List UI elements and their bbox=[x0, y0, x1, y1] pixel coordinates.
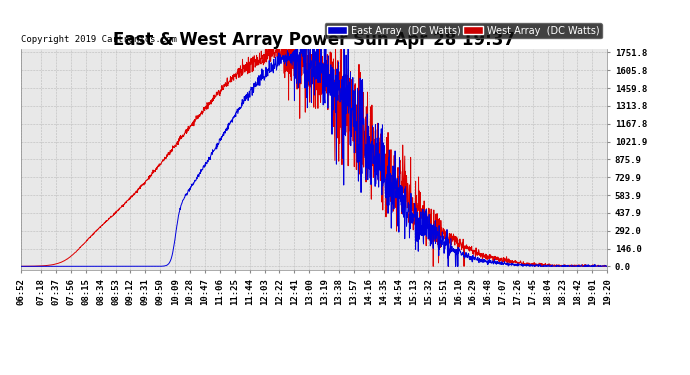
Legend: East Array  (DC Watts), West Array  (DC Watts): East Array (DC Watts), West Array (DC Wa… bbox=[324, 22, 602, 39]
Text: Copyright 2019 Cartronics.com: Copyright 2019 Cartronics.com bbox=[21, 36, 177, 45]
Title: East & West Array Power Sun Apr 28 19:37: East & West Array Power Sun Apr 28 19:37 bbox=[113, 31, 515, 49]
